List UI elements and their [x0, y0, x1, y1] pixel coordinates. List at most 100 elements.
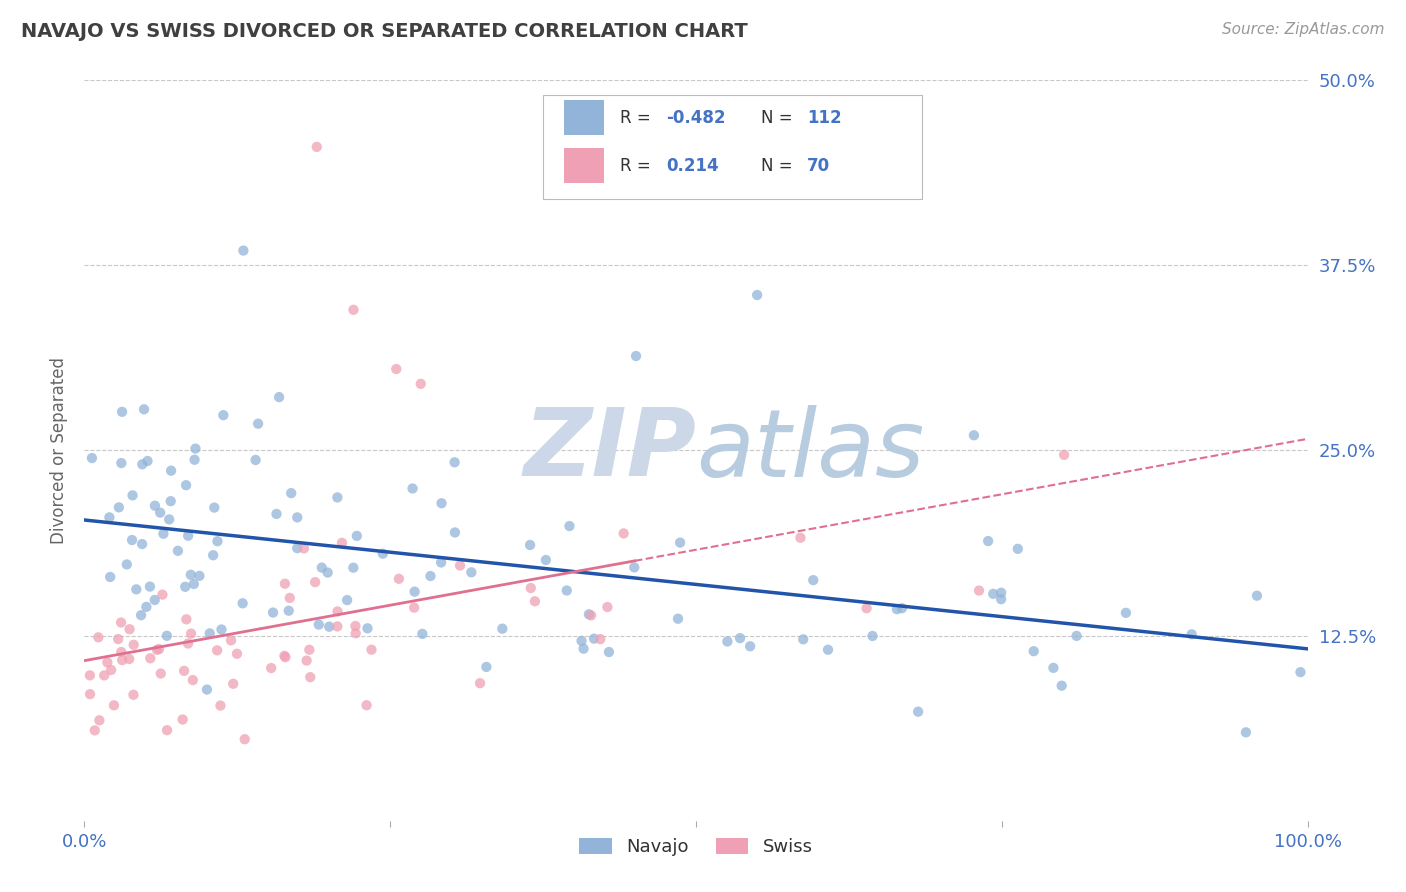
Point	[460, 566, 482, 580]
Point	[83, 723, 105, 738]
Point	[285, 510, 308, 524]
Point	[93, 668, 115, 682]
Point	[534, 553, 557, 567]
Point	[342, 560, 364, 574]
Point	[1289, 665, 1312, 680]
Point	[176, 612, 198, 626]
Point	[344, 619, 367, 633]
Text: -0.482: -0.482	[666, 109, 725, 127]
Point	[404, 600, 426, 615]
Point	[160, 464, 183, 478]
Point	[143, 593, 166, 607]
Point	[260, 661, 283, 675]
FancyBboxPatch shape	[543, 95, 922, 199]
Point	[624, 349, 647, 363]
Point	[475, 660, 498, 674]
Point	[245, 453, 267, 467]
Text: R =: R =	[620, 109, 657, 127]
Point	[184, 442, 207, 456]
Point	[963, 428, 986, 442]
Point	[299, 670, 322, 684]
Point	[183, 452, 205, 467]
Point	[582, 632, 605, 646]
Point	[121, 488, 143, 502]
Point	[232, 596, 254, 610]
Point	[207, 534, 229, 549]
Point	[280, 486, 302, 500]
Text: 0.214: 0.214	[666, 157, 720, 175]
Point	[132, 402, 155, 417]
Point	[491, 622, 513, 636]
Point	[181, 673, 204, 687]
Point	[103, 698, 125, 713]
Point	[578, 607, 600, 622]
Point	[1022, 644, 1045, 658]
FancyBboxPatch shape	[564, 100, 605, 136]
Point	[111, 653, 134, 667]
Point	[139, 651, 162, 665]
Point	[613, 526, 636, 541]
Point	[558, 519, 581, 533]
Point	[122, 638, 145, 652]
Point	[247, 417, 270, 431]
Text: NAVAJO VS SWISS DIVORCED OR SEPARATED CORRELATION CHART: NAVAJO VS SWISS DIVORCED OR SEPARATED CO…	[21, 22, 748, 41]
Text: Source: ZipAtlas.com: Source: ZipAtlas.com	[1222, 22, 1385, 37]
Point	[148, 642, 170, 657]
Point	[716, 634, 738, 648]
Point	[346, 529, 368, 543]
Point	[146, 642, 169, 657]
Point	[131, 458, 153, 472]
Point	[87, 630, 110, 644]
Point	[219, 633, 242, 648]
Point	[519, 538, 541, 552]
Point	[156, 629, 179, 643]
Point	[326, 619, 349, 633]
Point	[180, 626, 202, 640]
Point	[136, 454, 159, 468]
Point	[990, 585, 1012, 599]
Point	[108, 500, 131, 515]
Text: 112: 112	[807, 109, 842, 127]
Point	[173, 664, 195, 678]
Point	[326, 604, 349, 618]
Point	[468, 676, 491, 690]
Point	[1115, 606, 1137, 620]
Point	[596, 600, 619, 615]
Point	[79, 687, 101, 701]
Point	[342, 302, 364, 317]
Point	[572, 641, 595, 656]
Point	[298, 642, 321, 657]
Point	[152, 588, 174, 602]
Point	[110, 615, 132, 630]
Point	[111, 405, 134, 419]
Point	[118, 622, 141, 636]
Text: R =: R =	[620, 157, 661, 175]
Text: ZIP: ZIP	[523, 404, 696, 497]
Point	[107, 632, 129, 646]
Point	[1050, 679, 1073, 693]
Point	[135, 599, 157, 614]
Point	[285, 541, 308, 556]
Point	[89, 713, 111, 727]
Point	[385, 362, 408, 376]
Point	[1042, 661, 1064, 675]
Point	[308, 617, 330, 632]
Point	[371, 547, 394, 561]
Point	[747, 288, 769, 302]
Point	[360, 642, 382, 657]
Point	[269, 390, 291, 404]
Point	[262, 606, 284, 620]
Point	[125, 582, 148, 597]
Point	[409, 376, 432, 391]
Point	[183, 577, 205, 591]
Point	[96, 656, 118, 670]
FancyBboxPatch shape	[564, 148, 605, 184]
Point	[669, 535, 692, 549]
Point	[411, 627, 433, 641]
Point	[167, 543, 190, 558]
Point	[598, 645, 620, 659]
Point	[401, 482, 423, 496]
Point	[98, 570, 121, 584]
Point	[388, 572, 411, 586]
Point	[226, 647, 249, 661]
